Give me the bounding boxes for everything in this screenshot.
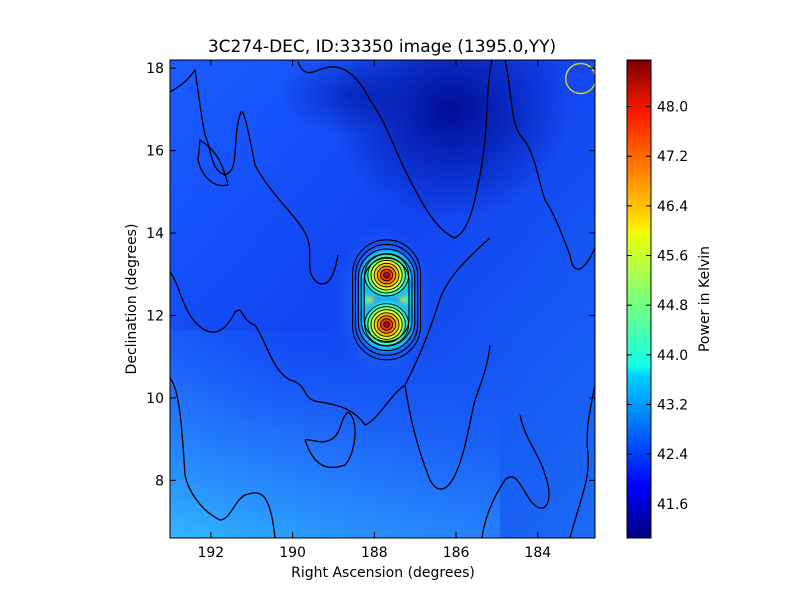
source-contour	[373, 312, 400, 337]
y-tick-label: 10	[146, 391, 164, 407]
contour-line	[569, 384, 595, 538]
contour-line	[170, 237, 491, 426]
x-tick-label: 188	[361, 545, 388, 561]
radio-sources	[352, 239, 422, 361]
plot-frame	[169, 59, 596, 539]
y-axis-label: Declination (degrees)	[124, 224, 140, 375]
source-contour	[380, 318, 394, 331]
source-contour	[364, 303, 410, 346]
source-contour	[383, 271, 390, 279]
source-contour	[367, 256, 406, 294]
source-contour	[376, 315, 397, 334]
colorbar-tick-label: 46.4	[657, 199, 688, 215]
y-tick-label: 18	[146, 61, 164, 77]
source-contour	[367, 306, 406, 343]
beam-marker	[564, 62, 595, 95]
x-tick-label: 192	[197, 545, 224, 561]
contour-lines	[170, 60, 595, 538]
contour-line	[481, 414, 550, 538]
colorbar-tick-label: 44.8	[657, 298, 688, 314]
y-tick-label: 16	[146, 144, 164, 160]
y-tick-label: 12	[146, 308, 164, 324]
colorbar-tick-label: 44.0	[657, 348, 688, 364]
colorbar-tick-label: 45.6	[657, 249, 688, 265]
contour-line	[304, 411, 356, 469]
source-contour	[376, 265, 397, 285]
contour-line	[170, 68, 339, 285]
source-contour	[370, 259, 403, 291]
contour-line	[297, 60, 493, 239]
colorbar-tick-label: 41.6	[657, 497, 688, 513]
heatmap-bright-region	[170, 330, 500, 538]
source-contour	[364, 253, 410, 297]
x-tick-label: 190	[279, 545, 306, 561]
source-contour	[352, 239, 422, 361]
heatmap-plot-area	[170, 60, 595, 538]
y-axis-ticks: 8 10 12 14 16 18	[146, 61, 595, 489]
source-contour	[373, 262, 400, 288]
colorbar-tick-label: 48.0	[657, 100, 688, 116]
colorbar-label: Power in Kelvin	[697, 246, 713, 352]
contour-line	[170, 377, 276, 538]
colorbar-gradient	[626, 59, 652, 539]
chart-title: 3C274-DEC, ID:33350 image (1395.0,YY)	[208, 37, 556, 57]
contour-line	[404, 344, 491, 490]
colorbar-tick-label: 43.2	[657, 398, 688, 414]
x-tick-label: 184	[524, 545, 551, 561]
colorbar-tick-label: 42.4	[657, 447, 688, 463]
colorbar-tick-label: 47.2	[657, 149, 688, 165]
x-axis-label: Right Ascension (degrees)	[291, 565, 475, 581]
source-contour	[357, 248, 416, 352]
source-contour	[360, 253, 413, 347]
colorbar: 41.6 42.4 43.2 44.0 44.8 45.6 46.4 47.2 48.0 Pow…	[626, 59, 713, 539]
source-contour	[380, 268, 394, 282]
heatmap-dark-region-left	[280, 60, 420, 135]
x-axis-ticks: 192 190 188 186 184	[197, 60, 551, 561]
colorbar-ticks: 41.6 42.4 43.2 44.0 44.8 45.6 46.4 47.2 48.0	[627, 100, 688, 513]
y-tick-label: 8	[155, 473, 164, 489]
contour-line	[197, 138, 229, 187]
source-contour	[383, 321, 390, 328]
y-tick-label: 14	[146, 226, 164, 242]
source-contour	[363, 257, 410, 342]
source-contour	[354, 243, 419, 356]
source-contour	[370, 309, 403, 340]
x-tick-label: 186	[443, 545, 470, 561]
contour-line	[504, 60, 595, 270]
